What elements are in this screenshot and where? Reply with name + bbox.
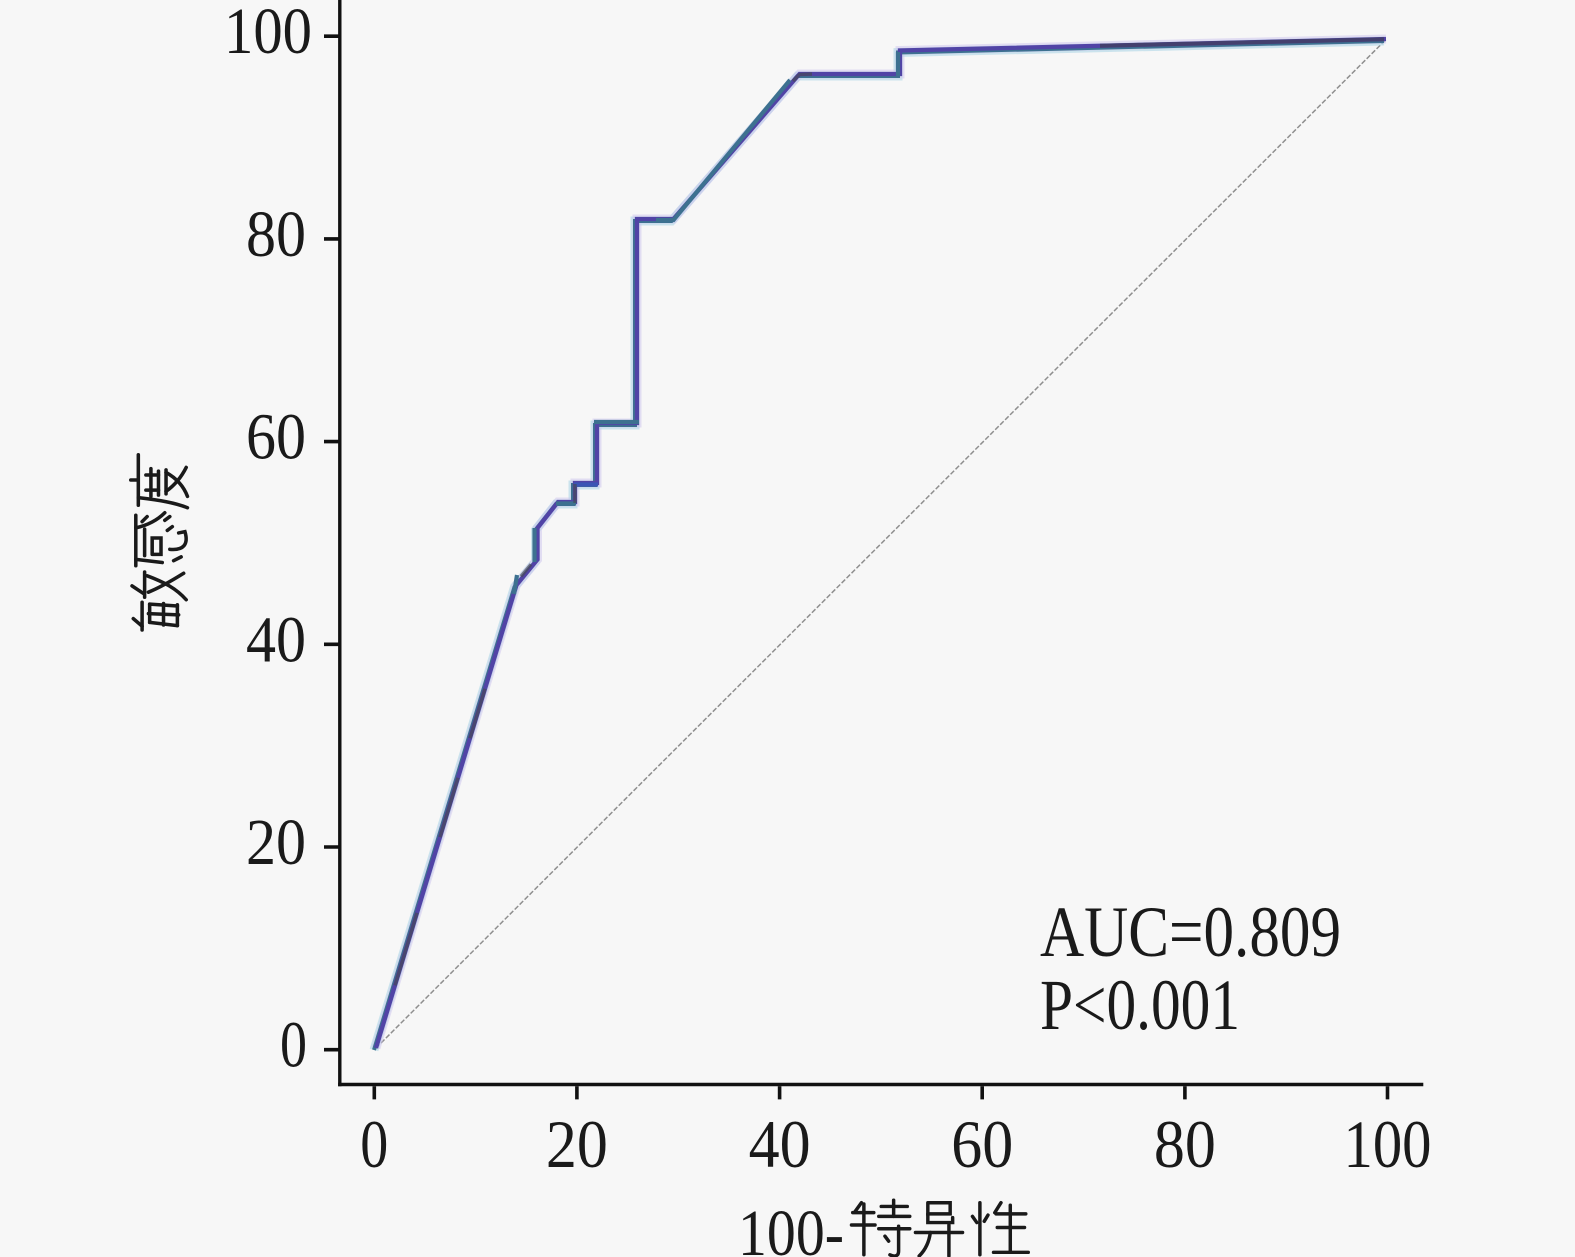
svg-text:80: 80 — [246, 198, 306, 271]
svg-text:20: 20 — [246, 806, 306, 879]
svg-text:100-: 100- — [738, 1197, 844, 1257]
svg-text:P<0.001: P<0.001 — [1040, 965, 1240, 1045]
svg-text:0: 0 — [280, 1009, 307, 1082]
svg-text:80: 80 — [1154, 1106, 1216, 1182]
svg-text:100: 100 — [1344, 1106, 1432, 1182]
svg-text:40: 40 — [749, 1106, 811, 1182]
svg-text:20: 20 — [546, 1106, 608, 1182]
svg-text:100: 100 — [224, 0, 312, 68]
svg-text:60: 60 — [951, 1106, 1013, 1182]
svg-text:0: 0 — [360, 1106, 388, 1182]
svg-text:AUC=0.809: AUC=0.809 — [1040, 892, 1341, 972]
svg-text:40: 40 — [246, 603, 306, 676]
svg-text:60: 60 — [246, 401, 306, 474]
